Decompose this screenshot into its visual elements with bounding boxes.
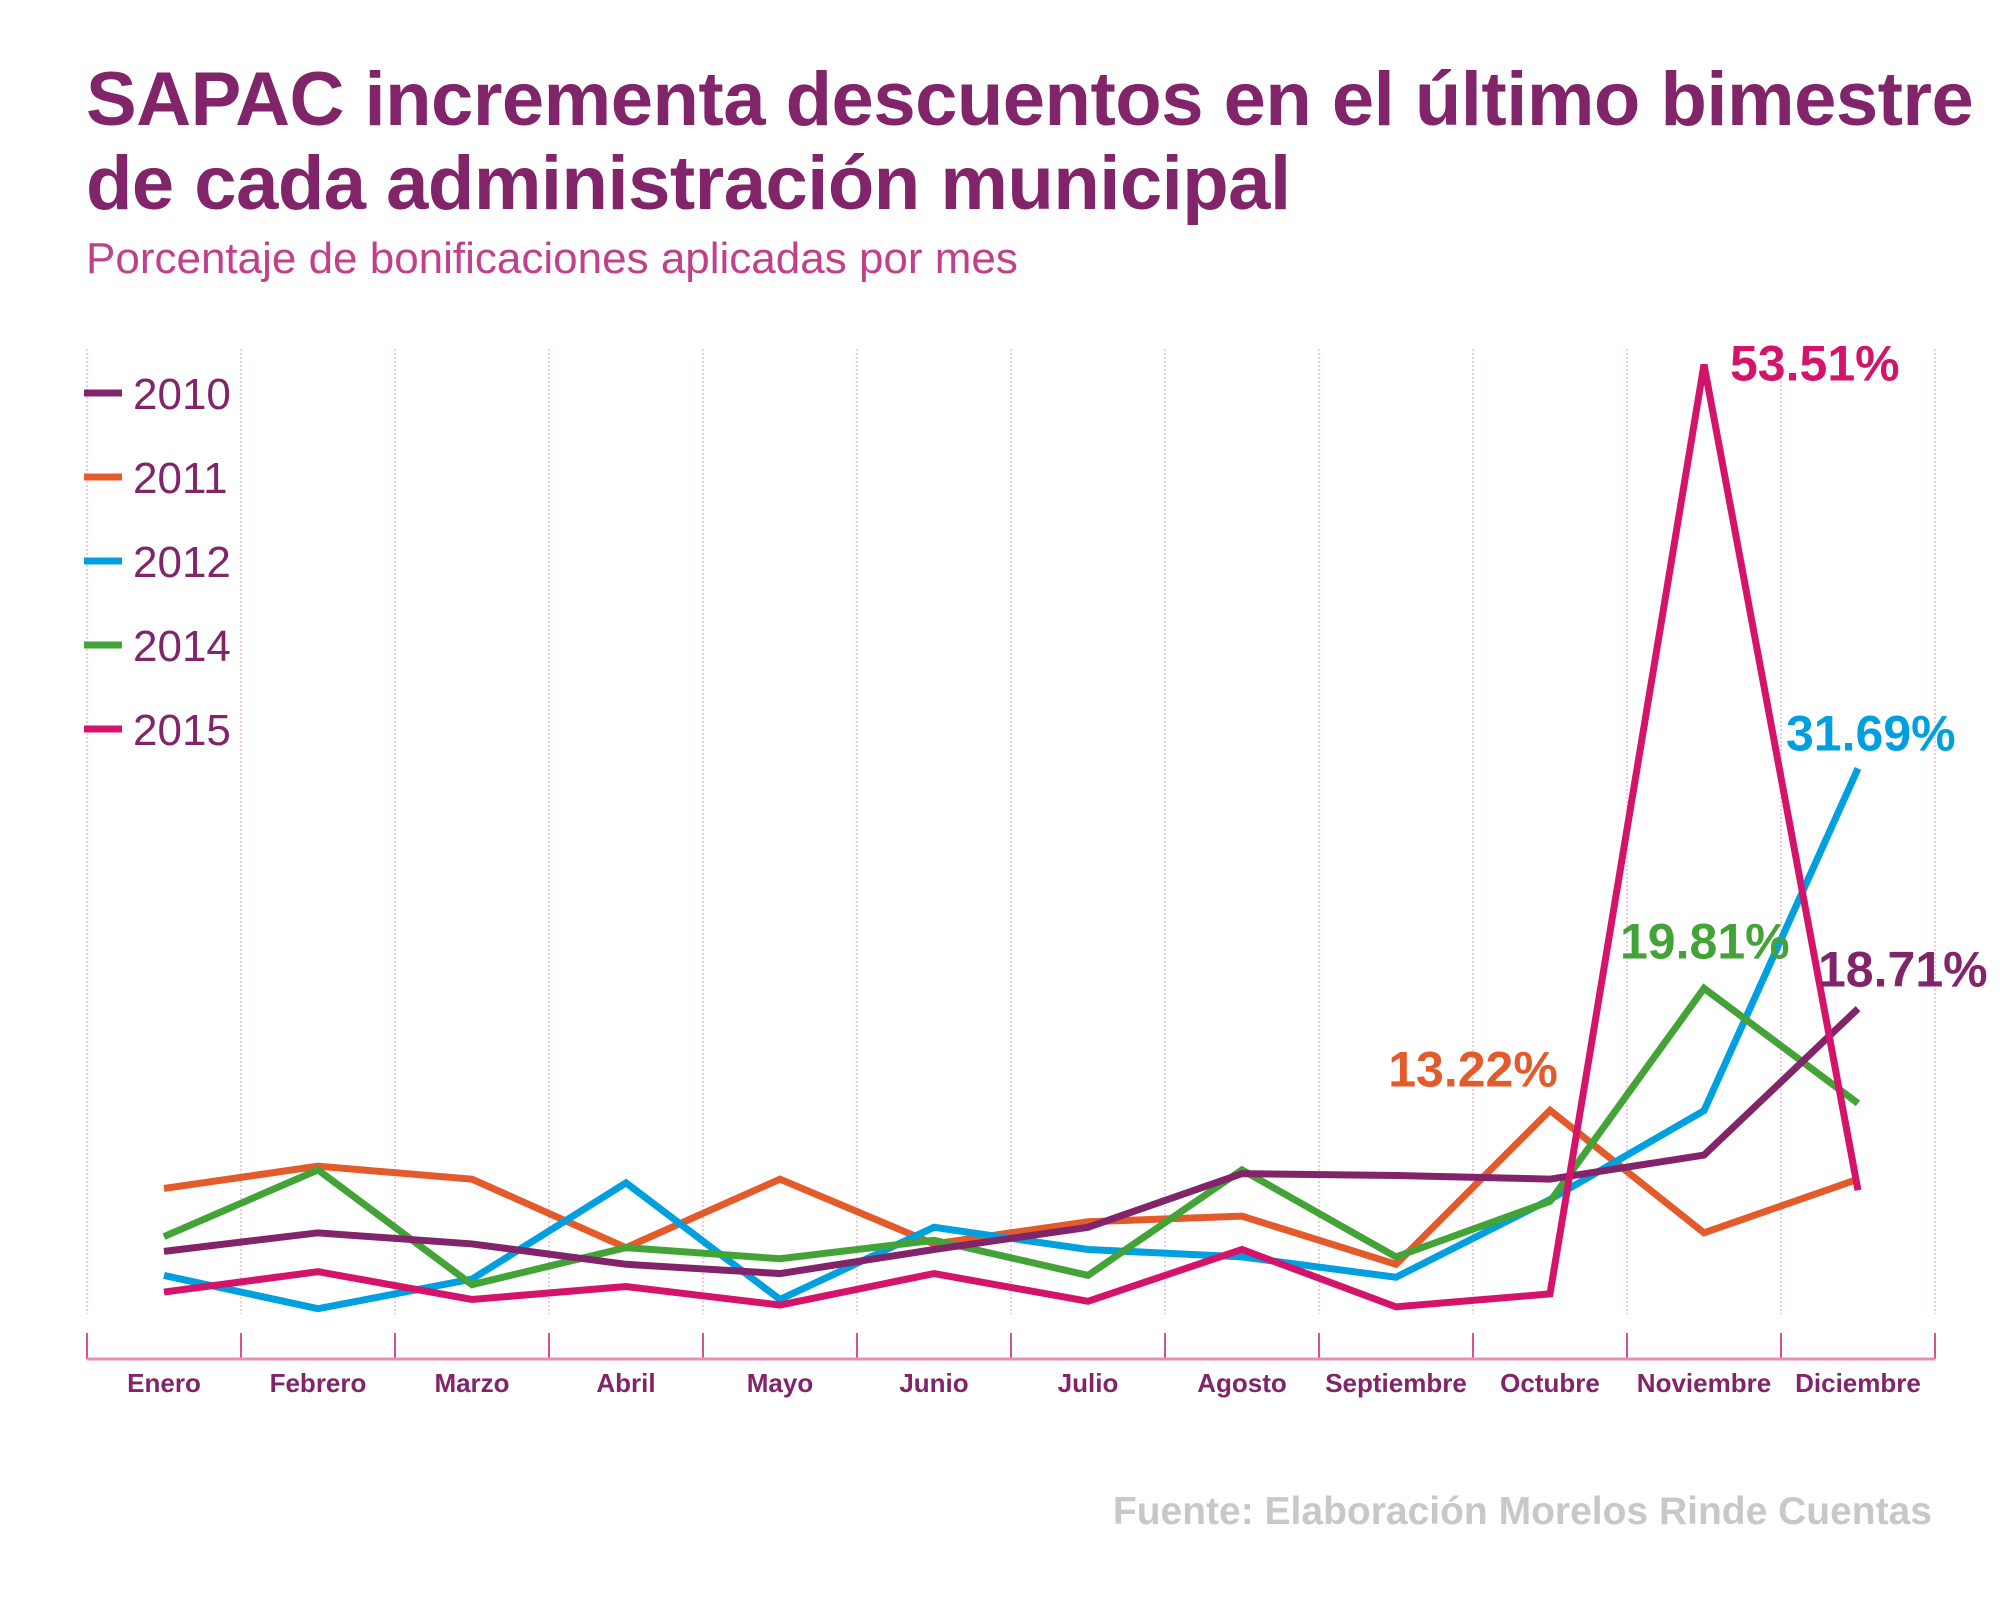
chart-subtitle: Porcentaje de bonificaciones aplicadas p… bbox=[86, 234, 1018, 283]
data-label-2012: 31.69% bbox=[1786, 705, 1956, 761]
source-note: Fuente: Elaboración Morelos Rinde Cuenta… bbox=[1112, 1490, 1932, 1533]
data-label-2014: 19.81% bbox=[1620, 913, 1790, 969]
x-tick-label: Abril bbox=[596, 1368, 655, 1398]
x-tick-label: Julio bbox=[1058, 1368, 1119, 1398]
legend-label-2010: 2010 bbox=[133, 370, 231, 419]
x-tick-label: Diciembre bbox=[1795, 1368, 1921, 1398]
chart-title: SAPAC incrementa descuentos en el último… bbox=[86, 57, 1974, 226]
data-label-2011: 13.22% bbox=[1388, 1041, 1558, 1097]
legend-label-2015: 2015 bbox=[133, 706, 231, 755]
series-line-2014 bbox=[162, 983, 1861, 1289]
legend-label-2011: 2011 bbox=[133, 454, 228, 503]
x-tick-label: Agosto bbox=[1197, 1368, 1287, 1398]
x-tick-label: Septiembre bbox=[1325, 1368, 1467, 1398]
x-tick-label: Junio bbox=[899, 1368, 968, 1398]
series-line-2010 bbox=[163, 1006, 1861, 1278]
data-label-2010: 18.71% bbox=[1818, 942, 1988, 998]
x-tick-label: Octubre bbox=[1500, 1368, 1600, 1398]
x-tick-label: Mayo bbox=[747, 1368, 813, 1398]
series-line-2015 bbox=[163, 363, 1862, 1311]
legend-label-2012: 2012 bbox=[133, 538, 231, 587]
x-tick-label: Febrero bbox=[270, 1368, 367, 1398]
data-label-2015: 53.51% bbox=[1730, 336, 1900, 392]
legend-label-2014: 2014 bbox=[133, 622, 231, 671]
x-tick-label: Noviembre bbox=[1637, 1368, 1771, 1398]
x-tick-label: Enero bbox=[127, 1368, 201, 1398]
x-tick-label: Marzo bbox=[434, 1368, 509, 1398]
